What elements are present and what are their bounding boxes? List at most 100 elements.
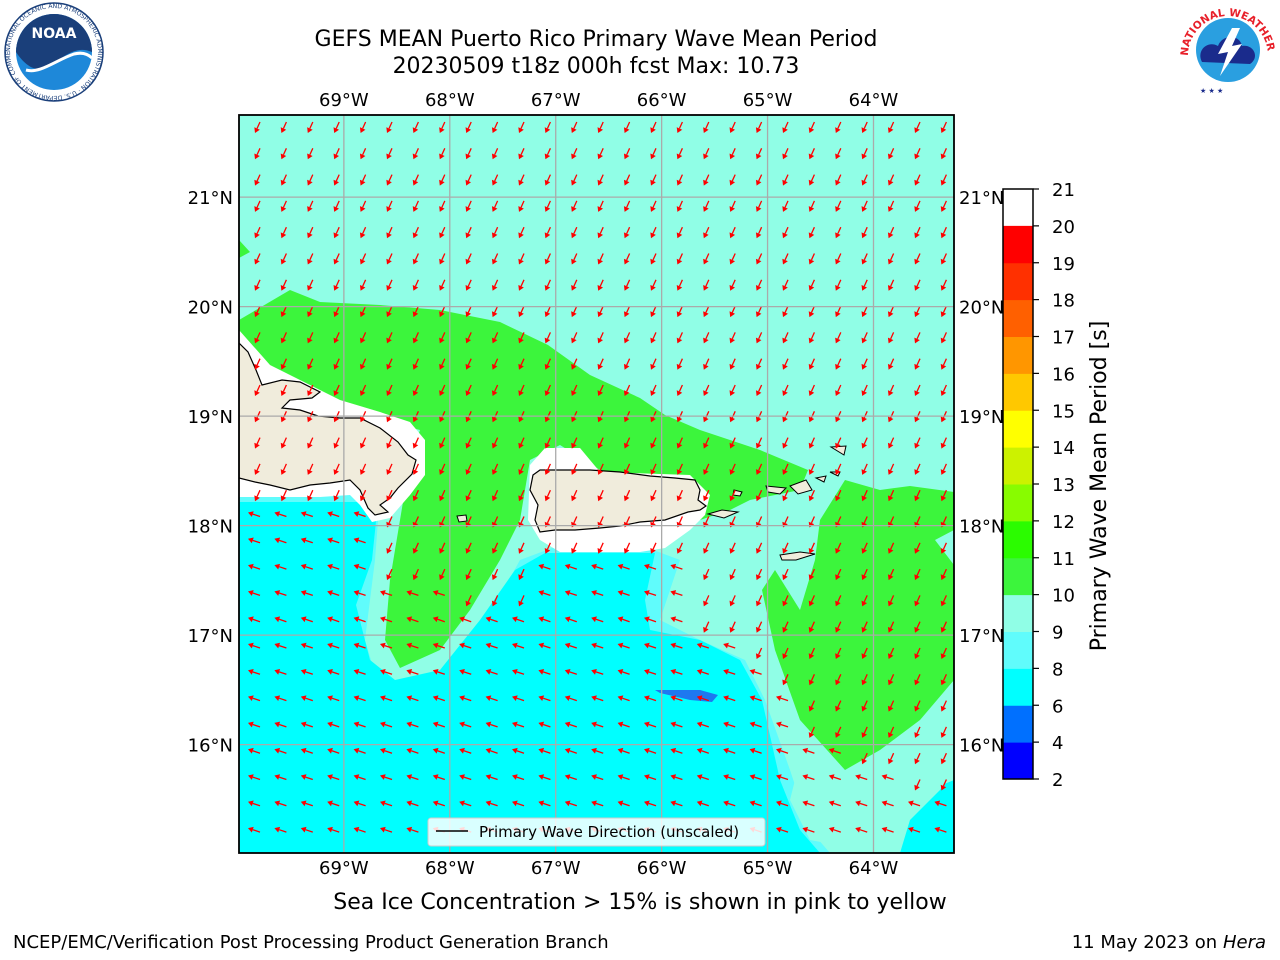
wave-arrow xyxy=(729,489,736,502)
wave-arrow xyxy=(353,721,366,728)
wave-arrow xyxy=(835,700,842,712)
wave-arrow xyxy=(439,253,446,265)
wave-arrow xyxy=(835,542,842,554)
wave-arrow xyxy=(432,774,446,781)
wave-arrow xyxy=(861,384,868,396)
wave-arrow xyxy=(861,200,868,212)
wave-arrow xyxy=(914,621,921,633)
wave-arrow xyxy=(776,721,789,728)
wave-arrow xyxy=(333,148,340,160)
wave-arrow xyxy=(940,568,947,581)
wave-arrow xyxy=(591,747,604,754)
wave-arrow xyxy=(835,621,842,633)
sea-ice-note: Sea Ice Concentration > 15% is shown in … xyxy=(333,890,947,915)
wave-arrow xyxy=(327,669,340,675)
wave-arrow xyxy=(650,253,657,265)
wave-arrow xyxy=(887,279,895,291)
wave-arrow xyxy=(465,542,472,554)
wave-arrow xyxy=(386,200,393,212)
wave-arrow xyxy=(703,174,710,186)
wave-arrow xyxy=(380,800,393,807)
wave-arrow xyxy=(439,174,446,186)
wave-arrow xyxy=(597,253,604,265)
wave-arrow xyxy=(380,826,393,833)
footer-host: Hera xyxy=(1222,932,1266,953)
wave-arrow xyxy=(591,669,604,675)
wave-arrow xyxy=(280,174,287,186)
wave-arrow xyxy=(591,721,604,728)
wave-arrow xyxy=(459,669,472,675)
wave-arrow xyxy=(617,563,630,570)
wave-arrow xyxy=(333,174,340,186)
wave-arrow xyxy=(386,253,393,265)
wave-arrow xyxy=(280,332,287,344)
wave-arrow xyxy=(940,595,947,607)
wave-arrow xyxy=(512,616,525,623)
wave-arrow xyxy=(703,568,710,581)
wave-arrow xyxy=(749,800,762,807)
wave-arrow xyxy=(644,695,657,702)
wave-arrow xyxy=(623,121,631,133)
wave-arrow xyxy=(749,695,762,702)
wave-arrow xyxy=(650,174,657,186)
wave-arrow xyxy=(650,463,657,475)
wave-arrow xyxy=(327,747,340,754)
wave-arrow xyxy=(940,647,947,659)
wave-arrow xyxy=(749,669,762,675)
wave-arrow xyxy=(887,463,895,475)
wave-arrow xyxy=(439,200,446,212)
lon-tick-label-bottom: 69°W xyxy=(319,858,369,879)
wave-arrow xyxy=(623,358,631,370)
wave-arrow xyxy=(670,747,683,754)
wave-arrow xyxy=(327,537,340,544)
colorbar-tick-label: 4 xyxy=(1052,733,1063,754)
wave-arrow xyxy=(333,358,340,370)
plot-forecast-info: 20230509 t18z 000h fcst Max: 10.73 xyxy=(392,54,800,79)
wave-arrow xyxy=(617,616,630,623)
wave-arrow xyxy=(914,200,921,212)
latitude-labels-left: 21°N 20°N 19°N 18°N 17°N 16°N xyxy=(188,188,233,756)
wave-arrow xyxy=(835,174,842,186)
wave-arrow xyxy=(406,826,419,833)
wave-arrow xyxy=(333,332,340,344)
wave-arrow xyxy=(808,647,815,659)
wave-arrow xyxy=(861,253,868,265)
wave-arrow xyxy=(623,200,631,212)
wave-arrow xyxy=(776,747,789,754)
wave-arrow xyxy=(835,647,842,659)
wave-arrow xyxy=(359,463,367,475)
wave-arrow xyxy=(617,774,630,781)
lat-tick-label-right: 17°N xyxy=(959,626,1004,647)
wave-arrow xyxy=(696,695,710,702)
wave-arrow xyxy=(518,332,525,344)
wave-arrow xyxy=(538,695,551,702)
wave-arrow xyxy=(835,726,842,738)
wave-arrow xyxy=(835,384,842,396)
wave-arrow xyxy=(782,568,789,581)
wave-arrow xyxy=(380,669,393,675)
wave-arrow xyxy=(644,721,657,728)
wave-arrow xyxy=(887,253,895,265)
wave-arrow xyxy=(333,279,340,291)
wave-arrow xyxy=(782,174,789,186)
wave-arrow xyxy=(465,200,472,212)
wave-arrow xyxy=(808,121,815,133)
wave-arrow xyxy=(300,563,314,570)
wave-arrow xyxy=(591,563,604,570)
wave-arrow xyxy=(808,148,815,160)
wave-arrow xyxy=(512,669,525,675)
wave-arrow xyxy=(491,568,499,581)
noaa-logo: NATIONAL OCEANIC AND ATMOSPHERIC ADMINIS… xyxy=(4,2,104,102)
wave-arrow xyxy=(676,358,683,370)
lon-tick-label-top: 65°W xyxy=(743,90,793,111)
wave-arrow xyxy=(676,121,683,133)
wave-arrow xyxy=(491,437,499,449)
wave-arrow xyxy=(491,463,499,475)
wave-arrow xyxy=(703,384,710,396)
colorbar-tick-label: 14 xyxy=(1052,438,1075,459)
plot-title: GEFS MEAN Puerto Rico Primary Wave Mean … xyxy=(314,27,878,52)
wave-arrow xyxy=(518,489,525,502)
wave-arrow xyxy=(755,595,763,607)
wave-arrow xyxy=(248,669,261,675)
wave-arrow xyxy=(412,121,419,133)
